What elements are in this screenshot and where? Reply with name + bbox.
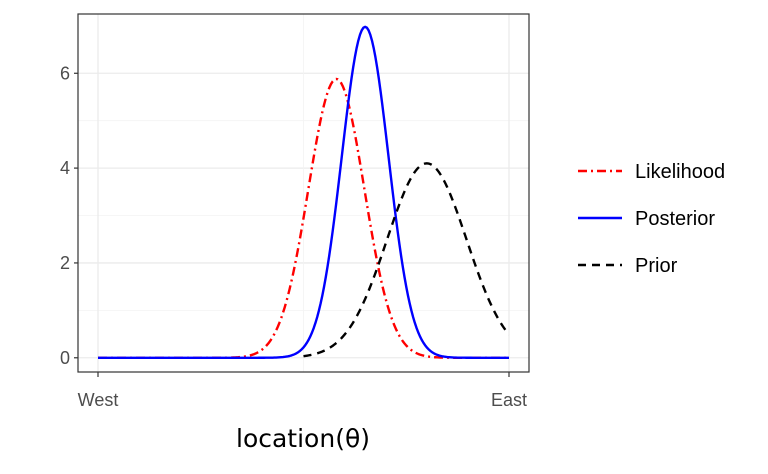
legend-label-likelihood: Likelihood xyxy=(635,161,725,183)
x-axis: West East xyxy=(78,372,527,410)
series-line-posterior xyxy=(98,25,509,359)
series-line-likelihood xyxy=(98,77,509,359)
legend: Likelihood Posterior Prior xyxy=(578,161,725,277)
y-tick-label: 0 xyxy=(60,348,70,368)
series-line-prior xyxy=(303,162,510,358)
y-tick-label: 6 xyxy=(60,63,70,83)
series-lines xyxy=(98,25,510,359)
legend-label-posterior: Posterior xyxy=(635,208,715,230)
x-tick-label-west: West xyxy=(78,390,119,410)
panel-border xyxy=(77,13,530,373)
x-axis-title: location(θ) xyxy=(236,424,370,453)
y-tick-label: 2 xyxy=(60,253,70,273)
y-axis: 0 2 4 6 xyxy=(60,63,78,368)
y-tick-label: 4 xyxy=(60,158,70,178)
x-tick-label-east: East xyxy=(491,390,527,410)
legend-label-prior: Prior xyxy=(635,255,678,277)
